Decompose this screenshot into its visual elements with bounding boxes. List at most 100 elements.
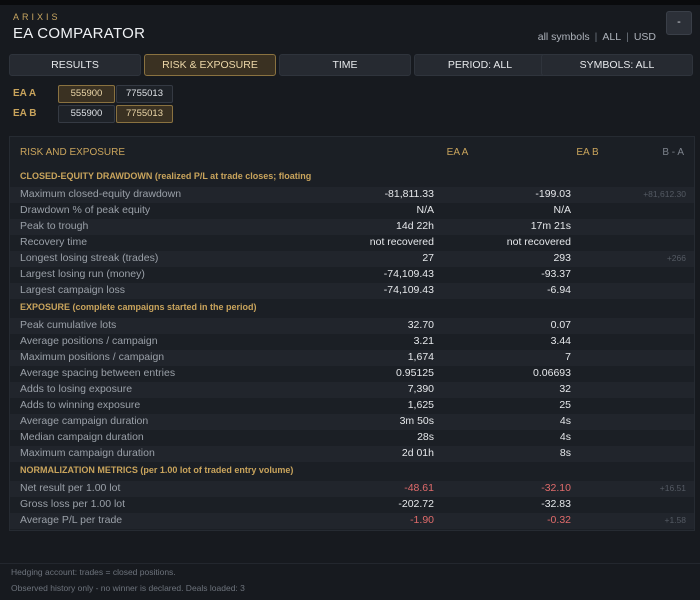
ea-b-value: 0.07 bbox=[550, 319, 571, 331]
ea-b-value: 4s bbox=[559, 431, 571, 443]
table-row: Average campaign duration 3m 50s 4s bbox=[10, 414, 694, 430]
scope-separator: | bbox=[594, 31, 598, 43]
difference-value: +81,612.30 bbox=[643, 189, 686, 199]
table-row: Average spacing between entries 0.95125 0.… bbox=[10, 366, 694, 382]
ea-a-option-7755013[interactable]: 7755013 bbox=[116, 85, 173, 103]
ea-b-value: -32.10 bbox=[541, 482, 571, 494]
scope-currency: USD bbox=[633, 31, 656, 43]
ea-b-value: 4s bbox=[559, 415, 571, 427]
ea-a-option-555900[interactable]: 555900 bbox=[58, 85, 115, 103]
ea-b-option-555900[interactable]: 555900 bbox=[58, 105, 115, 123]
ea-b-value: -199.03 bbox=[535, 188, 571, 200]
ea-a-selector: EA A 555900 7755013 bbox=[13, 85, 193, 103]
ea-a-value: N/A bbox=[416, 204, 434, 216]
ea-b-label: EA B bbox=[13, 108, 37, 119]
ea-b-value: 293 bbox=[553, 252, 571, 264]
ea-b-value: 0.06693 bbox=[533, 367, 571, 379]
row-label: Average P/L per trade bbox=[20, 514, 123, 526]
ea-a-value: 1,674 bbox=[407, 351, 434, 363]
table-row: Adds to losing exposure 7,390 32 bbox=[10, 382, 694, 398]
tab-results[interactable]: RESULTS bbox=[9, 54, 141, 76]
table-header: RISK AND EXPOSURE EA A EA B B - A bbox=[10, 137, 694, 165]
table-row: Maximum campaign duration 2d 01h 8s bbox=[10, 446, 694, 462]
ea-a-value: 27 bbox=[422, 252, 434, 264]
table-row: Peak to trough 14d 22h 17m 21s bbox=[10, 219, 694, 235]
ea-a-value: 1,625 bbox=[407, 399, 434, 411]
ea-b-value: -32.83 bbox=[541, 498, 571, 510]
row-label: Largest losing run (money) bbox=[20, 268, 145, 280]
scope-separator: | bbox=[626, 31, 629, 43]
row-label: Median campaign duration bbox=[20, 431, 144, 443]
footer-note-hedging: Hedging account: trades = closed positio… bbox=[11, 567, 176, 577]
ea-b-value: 3.44 bbox=[550, 335, 571, 347]
row-label: Peak to trough bbox=[20, 220, 89, 232]
table-row: Largest losing run (money) -74,109.43 -93.… bbox=[10, 267, 694, 283]
ea-a-value: 2d 01h bbox=[401, 447, 434, 459]
ea-a-value: 28s bbox=[417, 431, 434, 443]
header-label: RISK AND EXPOSURE bbox=[20, 147, 126, 158]
table-row: Average positions / campaign 3.21 3.44 bbox=[10, 334, 694, 350]
app-title: EA COMPARATOR bbox=[13, 25, 146, 42]
row-label: Average spacing between entries bbox=[20, 367, 176, 379]
ea-b-value: 8s bbox=[559, 447, 571, 459]
ea-a-value: 32.70 bbox=[407, 319, 434, 331]
scope-symbols: all symbols bbox=[537, 31, 590, 43]
period-filter-button[interactable]: PERIOD: ALL bbox=[414, 54, 546, 76]
taskbar-strip bbox=[0, 0, 700, 5]
ea-b-value: -0.32 bbox=[547, 514, 571, 526]
scope-summary: all symbols | ALL | USD bbox=[538, 31, 656, 43]
section-title: EXPOSURE (complete campaigns started in … bbox=[20, 302, 257, 312]
row-label: Maximum closed-equity drawdown bbox=[20, 188, 182, 200]
ea-b-selector: EA B 555900 7755013 bbox=[13, 105, 193, 123]
section-title: NORMALIZATION METRICS (per 1.00 lot of t… bbox=[20, 465, 294, 475]
ea-b-option-7755013[interactable]: 7755013 bbox=[116, 105, 173, 123]
ea-b-value: 25 bbox=[559, 399, 571, 411]
tab-time[interactable]: TIME bbox=[279, 54, 411, 76]
row-label: Gross loss per 1.00 lot bbox=[20, 498, 126, 510]
ea-b-value: N/A bbox=[553, 204, 571, 216]
ea-b-value: 7 bbox=[565, 351, 571, 363]
table-row: Maximum positions / campaign 1,674 7 bbox=[10, 350, 694, 366]
ea-a-value: not recovered bbox=[369, 236, 434, 248]
brand-label: ARIXIS bbox=[13, 12, 61, 22]
ea-a-value: -81,811.33 bbox=[384, 188, 434, 200]
ea-b-value: -6.94 bbox=[547, 284, 571, 296]
table-row: Recovery time not recovered not recovered bbox=[10, 235, 694, 251]
ea-b-value: -93.37 bbox=[541, 268, 571, 280]
ea-a-value: 3m 50s bbox=[399, 415, 434, 427]
section-title: CLOSED-EQUITY DRAWDOWN (realized P/L at … bbox=[20, 171, 312, 181]
ea-comparator-window: ARIXIS EA COMPARATOR all symbols | ALL | USD… bbox=[0, 5, 700, 600]
table-row: Net result per 1.00 lot -48.61 -32.10 +16.5… bbox=[10, 481, 694, 497]
row-label: Maximum campaign duration bbox=[20, 447, 155, 459]
table-row: Median campaign duration 28s 4s bbox=[10, 430, 694, 446]
header-difference: B - A bbox=[662, 147, 684, 158]
table-row: Gross loss per 1.00 lot -202.72 -32.83 bbox=[10, 497, 694, 513]
minimize-button[interactable]: - bbox=[666, 11, 692, 35]
row-label: Drawdown % of peak equity bbox=[20, 204, 151, 216]
ea-a-value: -74,109.43 bbox=[383, 284, 434, 296]
row-label: Adds to losing exposure bbox=[20, 383, 133, 395]
table-row: Peak cumulative lots 32.70 0.07 bbox=[10, 318, 694, 334]
table-row: Largest campaign loss -74,109.43 -6.94 bbox=[10, 283, 694, 299]
risk-exposure-table: RISK AND EXPOSURE EA A EA B B - A CLOSED… bbox=[9, 136, 695, 531]
ea-a-value: 7,390 bbox=[407, 383, 434, 395]
ea-b-value: not recovered bbox=[506, 236, 571, 248]
ea-a-value: -74,109.43 bbox=[383, 268, 434, 280]
ea-a-value: -202.72 bbox=[398, 498, 434, 510]
row-label: Adds to winning exposure bbox=[20, 399, 141, 411]
table-row: Average P/L per trade -1.90 -0.32 +1.58 bbox=[10, 513, 694, 529]
difference-value: +16.51 bbox=[659, 483, 686, 493]
symbols-filter-button[interactable]: SYMBOLS: ALL bbox=[541, 54, 693, 76]
row-label: Maximum positions / campaign bbox=[20, 351, 165, 363]
tab-risk-exposure[interactable]: RISK & EXPOSURE bbox=[144, 54, 276, 76]
ea-b-value: 32 bbox=[559, 383, 571, 395]
ea-a-value: 3.21 bbox=[413, 335, 434, 347]
scope-all: ALL bbox=[602, 31, 622, 43]
row-label: Peak cumulative lots bbox=[20, 319, 117, 331]
table-row: Longest losing streak (trades) 27 293 +266 bbox=[10, 251, 694, 267]
difference-value: +1.58 bbox=[664, 515, 686, 525]
header-ea-b: EA B bbox=[576, 147, 599, 158]
ea-a-value: 14d 22h bbox=[396, 220, 434, 232]
row-label: Average campaign duration bbox=[20, 415, 149, 427]
footer-divider bbox=[0, 563, 700, 564]
